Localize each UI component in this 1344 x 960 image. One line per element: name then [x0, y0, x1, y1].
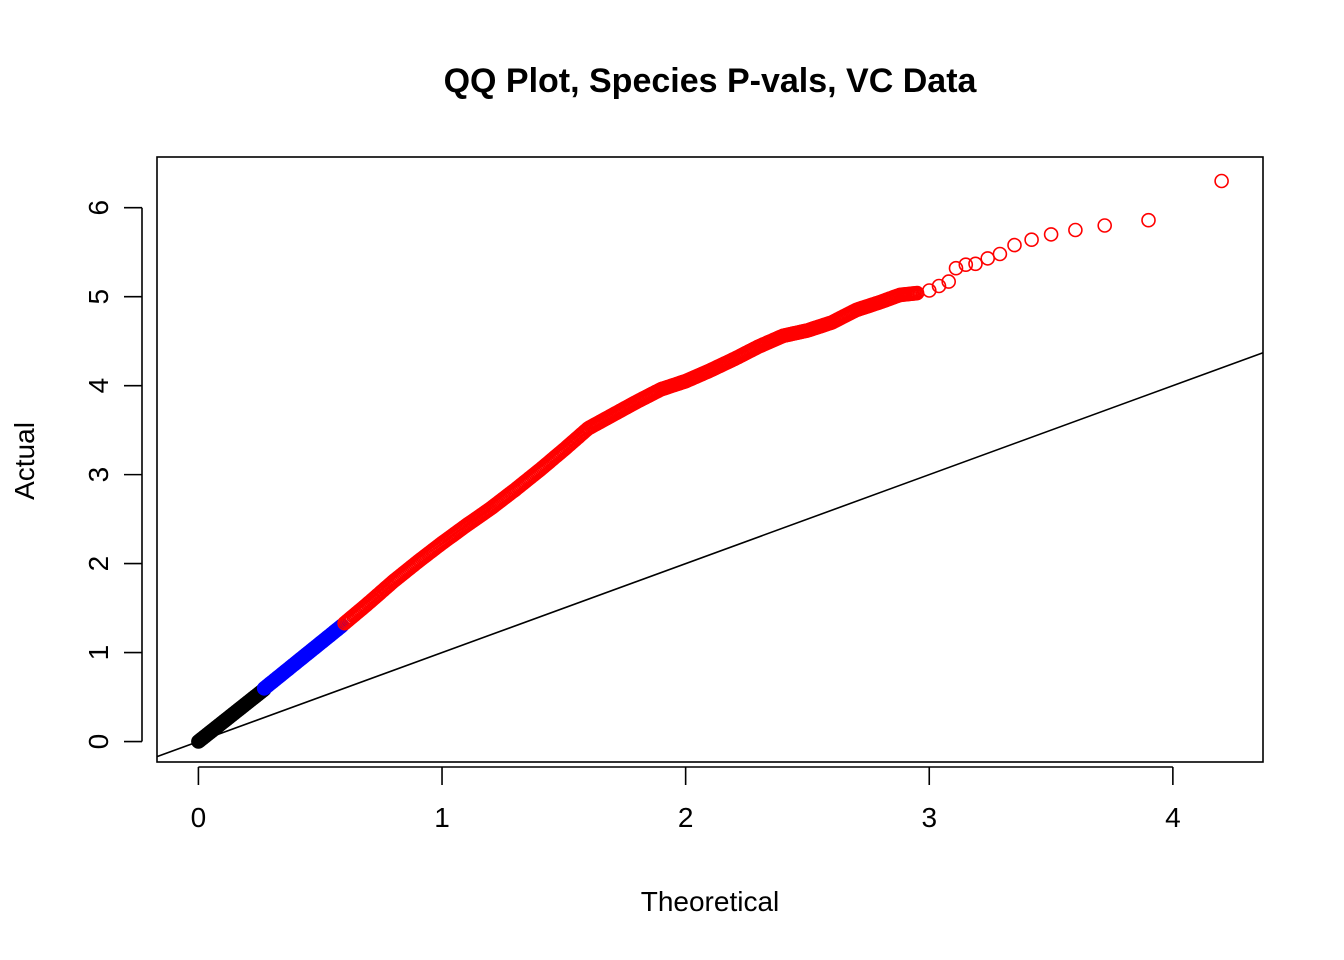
x-tick-label: 4: [1165, 802, 1181, 833]
data-point: [1141, 212, 1156, 228]
data-point: [941, 274, 957, 289]
y-tick-label: 5: [83, 289, 114, 305]
data-point: [958, 257, 974, 273]
data-point: [1007, 237, 1022, 253]
data-point: [980, 251, 996, 266]
data-point: [921, 283, 937, 298]
series-1: [256, 618, 350, 696]
x-tick-label: 1: [434, 802, 450, 833]
reference-line: [156, 351, 1264, 758]
data-point: [931, 278, 947, 294]
y-tick-label: 1: [83, 645, 114, 661]
y-tick-label: 3: [83, 467, 114, 483]
plot-frame: [156, 156, 1264, 763]
series-2: [337, 173, 1229, 631]
data-point: [1043, 227, 1059, 242]
x-axis-label: Theoretical: [641, 886, 780, 917]
data-point: [1097, 218, 1112, 233]
x-axis: 0 1 2 3 4: [191, 766, 1181, 833]
data-point: [992, 246, 1008, 262]
data-point: [1068, 222, 1083, 238]
x-tick-label: 3: [921, 802, 937, 833]
x-tick-label: 2: [678, 802, 694, 833]
points-layer: [191, 173, 1229, 749]
y-axis-label: Actual: [9, 422, 40, 500]
y-tick-label: 4: [83, 378, 114, 394]
data-point: [948, 260, 964, 276]
data-point: [1214, 173, 1229, 189]
y-tick-label: 0: [83, 734, 114, 750]
data-point: [968, 256, 983, 272]
y-axis: 0 1 2 3 4 5 6: [83, 200, 143, 750]
y-tick-label: 6: [83, 200, 114, 216]
reference-line-layer: [156, 351, 1264, 758]
y-tick-label: 2: [83, 556, 114, 572]
data-point: [1024, 232, 1039, 247]
chart-title: QQ Plot, Species P-vals, VC Data: [444, 62, 978, 100]
x-tick-label: 0: [191, 802, 207, 833]
